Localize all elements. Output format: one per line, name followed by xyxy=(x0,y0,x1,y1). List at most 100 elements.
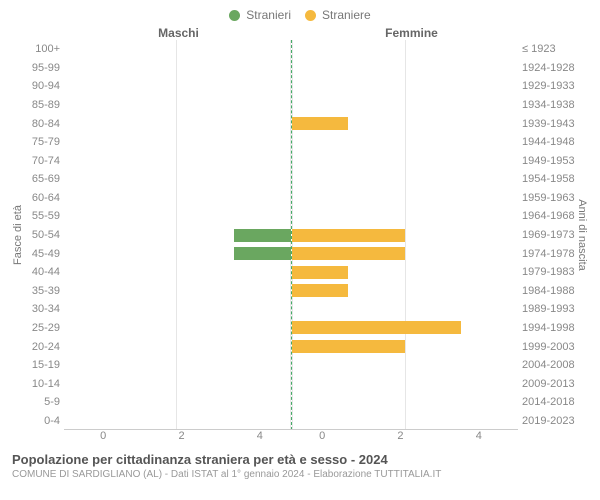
birth-label: 1979-1983 xyxy=(522,263,576,282)
x-tick: 2 xyxy=(142,430,220,442)
birth-label: 2004-2008 xyxy=(522,356,576,375)
caption-title: Popolazione per cittadinanza straniera p… xyxy=(12,452,588,467)
bar-row-male xyxy=(64,263,291,282)
header-male: Maschi xyxy=(12,26,295,40)
bar-row-male xyxy=(64,189,291,208)
bar-female xyxy=(292,321,462,334)
pyramid-chart: Fasce di età 100+95-9990-9485-8980-8475-… xyxy=(12,40,588,430)
age-label: 70-74 xyxy=(24,151,60,170)
age-label: 50-54 xyxy=(24,226,60,245)
bar-female xyxy=(292,266,349,279)
birth-label: 1954-1958 xyxy=(522,170,576,189)
birth-label: 1944-1948 xyxy=(522,133,576,152)
birth-label: ≤ 1923 xyxy=(522,40,576,59)
age-label: 75-79 xyxy=(24,133,60,152)
bar-row-male xyxy=(64,133,291,152)
bar-row-female xyxy=(292,96,519,115)
x-tick: 0 xyxy=(64,430,142,442)
age-label: 90-94 xyxy=(24,77,60,96)
bar-female xyxy=(292,229,405,242)
legend-swatch-female xyxy=(305,10,316,21)
bar-row-male xyxy=(64,114,291,133)
age-label: 45-49 xyxy=(24,244,60,263)
age-label: 100+ xyxy=(24,40,60,59)
birth-label: 1934-1938 xyxy=(522,96,576,115)
legend-swatch-male xyxy=(229,10,240,21)
bar-row-male xyxy=(64,77,291,96)
bar-row-female xyxy=(292,282,519,301)
female-half xyxy=(292,40,519,430)
birth-label: 1939-1943 xyxy=(522,114,576,133)
bar-row-male xyxy=(64,282,291,301)
birth-label: 1984-1988 xyxy=(522,282,576,301)
birth-label: 1999-2003 xyxy=(522,337,576,356)
bar-row-male xyxy=(64,393,291,412)
age-label: 65-69 xyxy=(24,170,60,189)
bar-row-female xyxy=(292,189,519,208)
bar-row-female xyxy=(292,133,519,152)
legend-item-male: Stranieri xyxy=(229,8,291,22)
age-label: 95-99 xyxy=(24,59,60,78)
bar-row-female xyxy=(292,207,519,226)
birth-year-labels: ≤ 19231924-19281929-19331934-19381939-19… xyxy=(518,40,576,430)
age-label: 0-4 xyxy=(24,412,60,431)
birth-label: 2009-2013 xyxy=(522,374,576,393)
bar-female xyxy=(292,340,405,353)
birth-label: 1989-1993 xyxy=(522,300,576,319)
birth-label: 1924-1928 xyxy=(522,59,576,78)
age-label: 20-24 xyxy=(24,337,60,356)
bar-row-female xyxy=(292,374,519,393)
male-half xyxy=(64,40,292,430)
bar-row-male xyxy=(64,300,291,319)
age-label: 5-9 xyxy=(24,393,60,412)
bar-row-female xyxy=(292,393,519,412)
y-axis-label-right: Anni di nascita xyxy=(576,40,588,430)
bar-row-female xyxy=(292,226,519,245)
bar-row-female xyxy=(292,356,519,375)
x-axis-line xyxy=(64,429,518,430)
bar-row-male xyxy=(64,337,291,356)
birth-label: 1929-1933 xyxy=(522,77,576,96)
bar-row-female xyxy=(292,244,519,263)
bar-row-male xyxy=(64,356,291,375)
legend-label-male: Stranieri xyxy=(246,8,291,22)
bar-row-female xyxy=(292,412,519,431)
age-label: 60-64 xyxy=(24,189,60,208)
legend-label-female: Straniere xyxy=(322,8,371,22)
bar-female xyxy=(292,247,405,260)
x-ticks-right: 024 xyxy=(291,430,518,442)
bar-row-male xyxy=(64,96,291,115)
bar-row-female xyxy=(292,59,519,78)
birth-label: 1949-1953 xyxy=(522,151,576,170)
legend: Stranieri Straniere xyxy=(12,8,588,22)
bar-male xyxy=(234,247,291,260)
age-label: 30-34 xyxy=(24,300,60,319)
bar-row-male xyxy=(64,151,291,170)
plot-area xyxy=(64,40,518,430)
bar-row-male xyxy=(64,59,291,78)
birth-label: 1994-1998 xyxy=(522,319,576,338)
age-label: 80-84 xyxy=(24,114,60,133)
bar-male xyxy=(234,229,291,242)
bar-row-male xyxy=(64,244,291,263)
birth-label: 1974-1978 xyxy=(522,244,576,263)
x-tick: 0 xyxy=(283,430,361,442)
y-axis-label-left: Fasce di età xyxy=(12,40,24,430)
bar-row-female xyxy=(292,319,519,338)
age-label: 25-29 xyxy=(24,319,60,338)
age-label: 10-14 xyxy=(24,374,60,393)
x-ticks-left: 420 xyxy=(64,430,291,442)
birth-label: 1959-1963 xyxy=(522,189,576,208)
bar-row-male xyxy=(64,374,291,393)
bar-row-female xyxy=(292,151,519,170)
birth-label: 2014-2018 xyxy=(522,393,576,412)
bar-row-female xyxy=(292,40,519,59)
bar-row-male xyxy=(64,170,291,189)
legend-item-female: Straniere xyxy=(305,8,371,22)
birth-label: 1969-1973 xyxy=(522,226,576,245)
age-label: 40-44 xyxy=(24,263,60,282)
bar-row-female xyxy=(292,263,519,282)
chart-container: Stranieri Straniere Maschi Femmine Fasce… xyxy=(0,0,600,500)
birth-label: 1964-1968 xyxy=(522,207,576,226)
x-tick: 2 xyxy=(361,430,439,442)
